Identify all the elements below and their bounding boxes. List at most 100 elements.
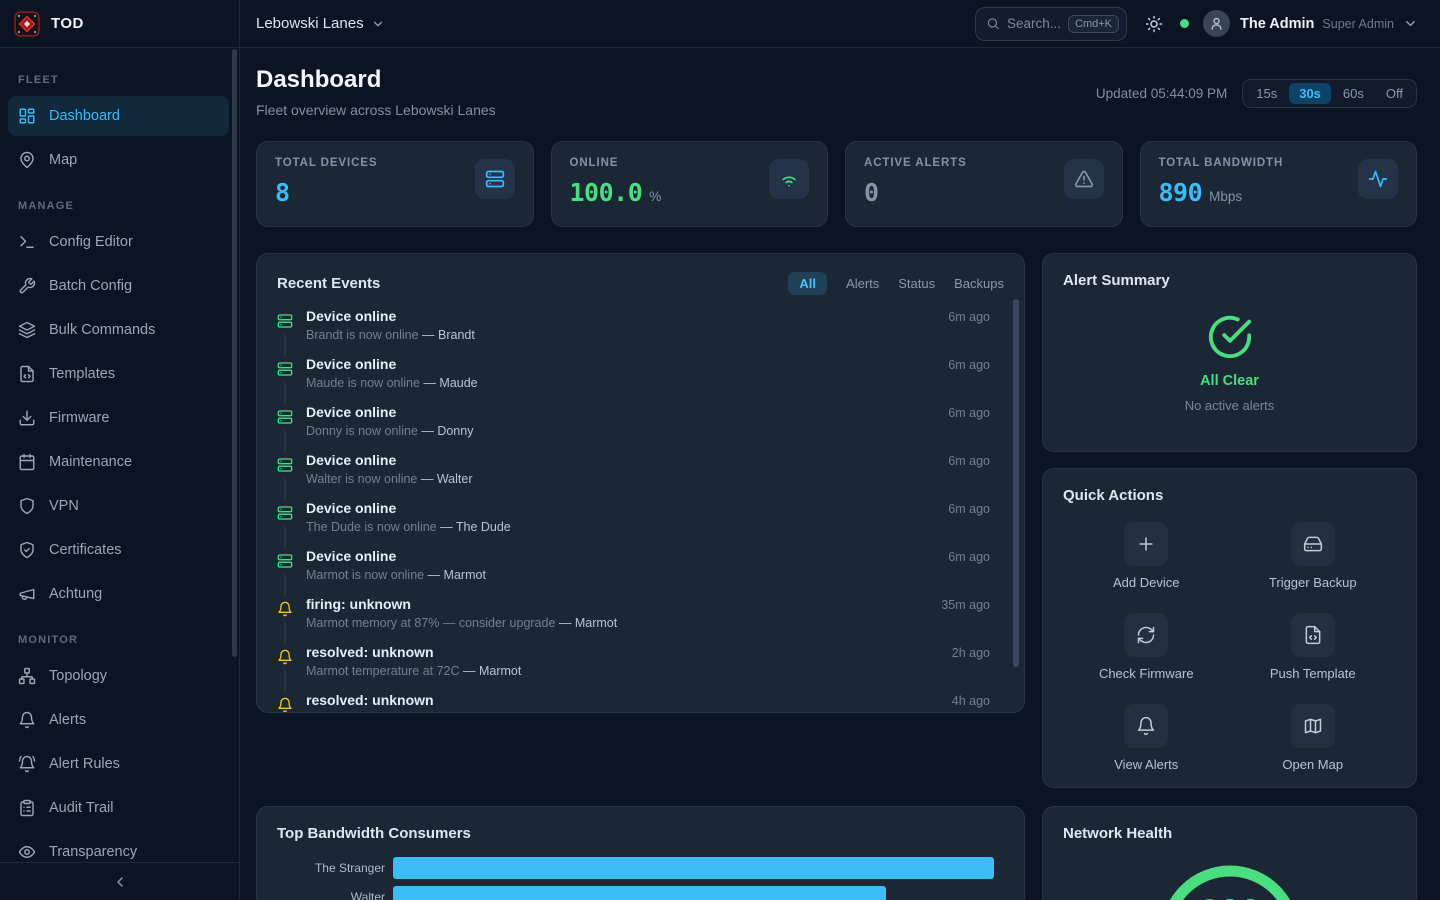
sidebar-item-alerts[interactable]: Alerts	[8, 700, 229, 740]
sidebar-item-label: VPN	[49, 498, 79, 514]
stat-icon-chip	[1063, 159, 1104, 199]
sidebar-item-config-editor[interactable]: Config Editor	[8, 222, 229, 262]
alert-triangle-icon	[1074, 170, 1093, 188]
sidebar-item-label: Config Editor	[49, 234, 133, 250]
event-tab-status[interactable]: Status	[898, 276, 936, 291]
layers-icon	[18, 321, 36, 339]
bell-ring-icon	[18, 755, 36, 773]
event-timestamp: 35m ago	[941, 598, 990, 612]
sidebar-item-label: Transparency	[49, 844, 138, 860]
org-switcher[interactable]: Lebowski Lanes	[256, 15, 385, 32]
sidebar-scrollbar-thumb[interactable]	[232, 49, 237, 657]
event-tab-all[interactable]: All	[788, 272, 828, 295]
sidebar-item-topology[interactable]: Topology	[8, 656, 229, 696]
theme-toggle-button[interactable]	[1145, 15, 1163, 33]
bandwidth-device-label: Walter	[350, 890, 385, 900]
sidebar-item-alert-rules[interactable]: Alert Rules	[8, 744, 229, 784]
stat-card-total-bandwidth: TOTAL BANDWIDTH 890 Mbps	[1139, 141, 1417, 227]
chevron-down-icon	[1406, 20, 1415, 27]
stat-icon-chip	[474, 159, 515, 199]
sidebar-item-templates[interactable]: Templates	[8, 354, 229, 394]
org-name: Lebowski Lanes	[256, 15, 364, 32]
nav-section-label: FLEET	[18, 74, 59, 86]
event-timestamp: 6m ago	[948, 550, 990, 564]
event-detail: Donny is now online — Donny	[306, 424, 474, 438]
refresh-icon	[1138, 626, 1155, 644]
clipboard-icon	[20, 799, 34, 817]
search-placeholder: Search...	[1007, 16, 1062, 31]
alert-summary-status: All Clear	[1200, 373, 1259, 389]
quick-action-view-alerts: View Alerts	[1063, 704, 1230, 772]
bell-icon	[278, 697, 292, 712]
event-row: resolved: unknown 4h ago	[277, 692, 1004, 712]
user-name: The Admin	[1240, 15, 1315, 32]
event-tab-alerts[interactable]: Alerts	[846, 276, 880, 291]
stat-suffix: %	[649, 189, 662, 204]
stat-card-active-alerts: ACTIVE ALERTS 0	[845, 141, 1123, 227]
sidebar-item-bulk-commands[interactable]: Bulk Commands	[8, 310, 229, 350]
sun-icon	[1145, 15, 1163, 32]
quick-action-label: Push Template	[1269, 666, 1356, 681]
event-row: Device online Donny is now online — Donny…	[277, 404, 1004, 452]
bell-icon	[278, 601, 292, 617]
bandwidth-bar-track	[393, 886, 1004, 900]
refresh-option-30s[interactable]: 30s	[1289, 83, 1331, 104]
event-type-icon	[277, 693, 293, 712]
bandwidth-chart: The Stranger Walter	[277, 857, 1004, 900]
stat-suffix: Mbps	[1209, 189, 1243, 204]
search-input[interactable]: Search... Cmd+K	[975, 6, 1128, 41]
updated-timestamp: Updated 05:44:09 PM	[1095, 86, 1228, 101]
map-icon	[1304, 718, 1321, 734]
user-menu[interactable]: The Admin Super Admin	[1203, 10, 1418, 37]
avatar	[1203, 10, 1231, 37]
sidebar-item-label: Alert Rules	[49, 756, 120, 772]
sidebar-item-dashboard[interactable]: Dashboard	[8, 96, 229, 136]
push-template-button[interactable]	[1290, 613, 1335, 657]
refresh-option-15s[interactable]: 15s	[1256, 86, 1278, 101]
open-map-button[interactable]	[1290, 704, 1335, 748]
check-firmware-button[interactable]	[1124, 613, 1169, 657]
quick-action-label: Add Device	[1113, 575, 1180, 590]
server-icon	[277, 506, 293, 520]
recent-events-title: Recent Events	[277, 275, 381, 292]
sidebar-item-label: Dashboard	[49, 108, 120, 124]
refresh-option-off[interactable]: Off	[1385, 86, 1403, 101]
event-title: Device online	[306, 548, 397, 564]
stat-label: ACTIVE ALERTS	[864, 157, 967, 169]
sidebar-item-vpn[interactable]: VPN	[8, 486, 229, 526]
event-title: Device online	[306, 356, 397, 372]
event-detail: Maude is now online — Maude	[306, 376, 478, 390]
network-health-title: Network Health	[1063, 825, 1173, 842]
server-icon	[277, 458, 293, 472]
sidebar-item-certificates[interactable]: Certificates	[8, 530, 229, 570]
refresh-option-60s[interactable]: 60s	[1342, 86, 1364, 101]
event-row: firing: unknown Marmot memory at 87% — co…	[277, 596, 1004, 644]
sidebar-item-map[interactable]: Map	[8, 140, 229, 180]
sidebar-item-transparency[interactable]: Transparency	[8, 832, 229, 862]
sidebar-item-maintenance[interactable]: Maintenance	[8, 442, 229, 482]
event-row: Device online Maude is now online — Maude…	[277, 356, 1004, 404]
view-alerts-button[interactable]	[1124, 704, 1169, 748]
event-tab-backups[interactable]: Backups	[954, 276, 1004, 291]
event-timestamp: 6m ago	[948, 454, 990, 468]
user-role: Super Admin	[1322, 16, 1394, 31]
add-device-button[interactable]	[1124, 522, 1169, 566]
event-timestamp: 6m ago	[948, 358, 990, 372]
events-scrollbar-thumb[interactable]	[1013, 299, 1019, 667]
event-title: resolved: unknown	[306, 644, 434, 660]
sidebar-item-audit-trail[interactable]: Audit Trail	[8, 788, 229, 828]
sidebar-collapse-button[interactable]	[0, 862, 239, 900]
event-detail: Marmot temperature at 72C — Marmot	[306, 664, 522, 678]
event-detail: Brandt is now online — Brandt	[306, 328, 475, 342]
event-type-icon	[277, 501, 293, 526]
sidebar-item-label: Maintenance	[49, 454, 133, 470]
bell-icon	[278, 649, 292, 665]
event-timestamp: 6m ago	[948, 502, 990, 516]
sidebar-item-achtung[interactable]: Achtung	[8, 574, 229, 614]
event-type-icon	[277, 357, 293, 382]
network-icon	[18, 667, 36, 685]
trigger-backup-button[interactable]	[1290, 522, 1335, 566]
quick-actions-grid: Add Device Trigger Backup Check Firmware Pu…	[1063, 522, 1396, 772]
sidebar-item-firmware[interactable]: Firmware	[8, 398, 229, 438]
sidebar-item-batch-config[interactable]: Batch Config	[8, 266, 229, 306]
